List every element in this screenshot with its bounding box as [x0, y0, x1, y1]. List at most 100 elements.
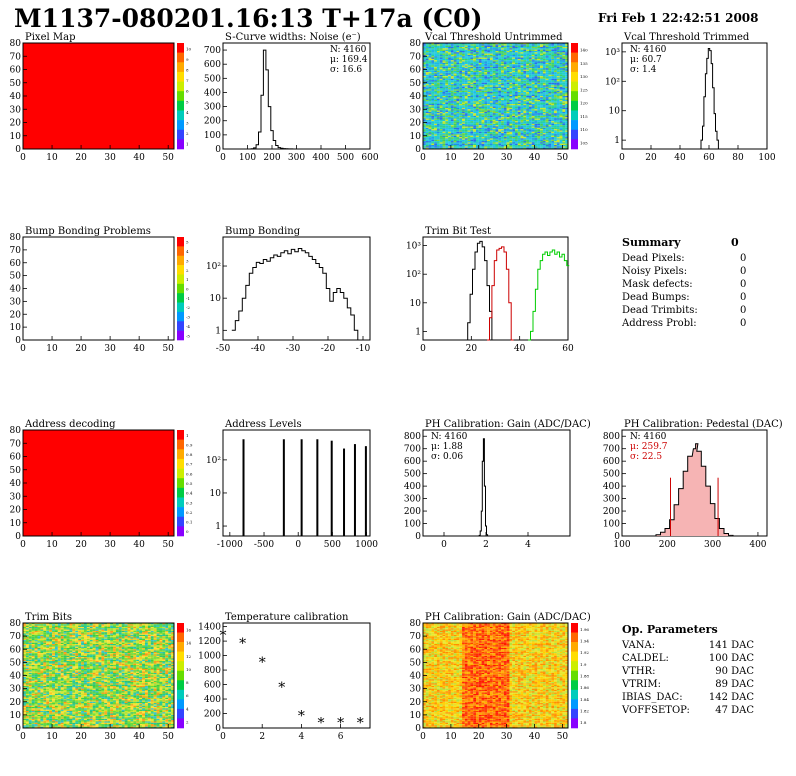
color-scale-step [177, 331, 184, 341]
report-timestamp: Fri Feb 1 22:42:51 2008 [598, 11, 759, 25]
x-tick-label: 0 [441, 540, 447, 550]
histogram-series-1 [478, 439, 489, 536]
y-tick-label: 300 [204, 103, 221, 113]
color-scale-step [177, 430, 184, 440]
y-tick-label: 50 [410, 79, 422, 89]
histogram-series-1 [700, 49, 720, 150]
x-tick-label: 10 [46, 732, 58, 742]
x-tick-label: 40 [529, 732, 541, 742]
y-tick-label: 800 [404, 432, 421, 442]
stats-sigma: σ: 16.6 [330, 65, 362, 75]
color-scale-step [571, 623, 578, 633]
color-scale-step [177, 321, 184, 331]
op-param-value: 141 DAC [709, 640, 755, 651]
y-tick-label: 70 [410, 632, 422, 642]
color-scale-step [571, 139, 578, 149]
color-scale-step [177, 718, 184, 728]
x-tick-label: 40 [133, 540, 145, 550]
color-scale-tick-label: 1.92 [580, 650, 589, 655]
x-tick-label: 20 [75, 732, 87, 742]
color-scale-step [177, 699, 184, 709]
x-tick-label: 0 [420, 344, 426, 354]
stats-mean: μ: 259.7 [630, 442, 668, 452]
color-scale-tick-label: 1.96 [580, 627, 589, 632]
y-tick-label: 20 [10, 310, 22, 320]
y-tick-label: 10 [210, 294, 222, 304]
color-scale-tick-label: 105 [580, 140, 588, 145]
color-scale-step [177, 459, 184, 469]
x-tick-label: 1000 [355, 540, 378, 550]
stats-sigma: σ: 22.5 [630, 452, 662, 462]
x-tick-label: 600 [361, 153, 378, 163]
x-tick-label: 20 [75, 344, 87, 354]
summary-total: 0 [731, 236, 739, 249]
y-tick-label: 0 [15, 145, 21, 155]
color-scale-step [571, 680, 578, 690]
y-tick-label: 50 [410, 658, 422, 668]
heatmap-cells [543, 113, 546, 114]
color-scale-step [177, 53, 184, 63]
level-bar [316, 439, 318, 536]
plot-frame [223, 430, 370, 536]
x-tick-label: 30 [104, 732, 116, 742]
y-tick-label: 0 [415, 145, 421, 155]
summary-label: Noisy Pixels: [622, 266, 687, 277]
x-tick-label: 20 [75, 540, 87, 550]
y-tick-label: 600 [204, 681, 221, 691]
heatmap-cells [32, 653, 35, 654]
color-scale-tick-label: 0.9 [186, 442, 193, 447]
x-tick-label: 50 [557, 732, 569, 742]
y-tick-label: 800 [603, 432, 620, 442]
x-tick-label: 20 [466, 344, 478, 354]
y-tick-label: 300 [404, 495, 421, 505]
y-tick-label: 200 [204, 710, 221, 720]
x-tick-label: 10 [445, 153, 457, 163]
level-bar [343, 449, 345, 536]
y-tick-label: 1000 [198, 652, 221, 662]
x-tick-label: 400 [312, 153, 329, 163]
panel-title: Address Levels [224, 419, 302, 430]
color-scale-step [571, 661, 578, 671]
y-tick-label: 20 [410, 698, 422, 708]
summary-label: Address Probl: [621, 318, 697, 329]
scatter-point: * [337, 716, 344, 732]
y-tick-label: 1 [215, 522, 221, 532]
x-tick-label: 400 [749, 540, 766, 550]
histogram-series-2 [487, 247, 514, 340]
y-tick-label: 600 [603, 457, 620, 467]
op-params-title: Op. Parameters [622, 623, 718, 636]
heatmap-cells [90, 673, 93, 674]
y-tick-label: 0 [614, 532, 620, 542]
x-tick-label: 30 [501, 732, 513, 742]
heatmap-cells [521, 632, 524, 633]
color-scale-step [177, 440, 184, 450]
op-param-value: 142 DAC [709, 692, 755, 703]
panel-title: Vcal Threshold Untrimmed [424, 32, 563, 43]
y-tick-label: 1400 [198, 623, 221, 633]
heatmap-cells [136, 662, 139, 663]
color-scale-step [177, 709, 184, 719]
y-tick-label: 10² [206, 456, 221, 466]
level-bar [243, 439, 245, 536]
x-tick-label: 50 [162, 344, 174, 354]
op-params-panel: Op. Parameters VANA: 141 DAC CALDEL: 100… [621, 623, 754, 716]
y-tick-label: 10² [406, 270, 421, 280]
heatmap-cells [101, 703, 104, 704]
y-tick-label: 70 [10, 246, 22, 256]
y-tick-label: 10 [10, 132, 22, 142]
stats-sigma: σ: 0.06 [431, 452, 463, 462]
color-scale-step [571, 120, 578, 130]
color-scale-tick-label: 6 [186, 693, 189, 698]
color-scale-tick-label: 14 [186, 641, 192, 646]
y-tick-label: 80 [10, 619, 22, 629]
color-scale-step [177, 671, 184, 681]
x-tick-label: 2 [483, 540, 489, 550]
color-scale-step [571, 690, 578, 700]
y-tick-label: 300 [603, 495, 620, 505]
